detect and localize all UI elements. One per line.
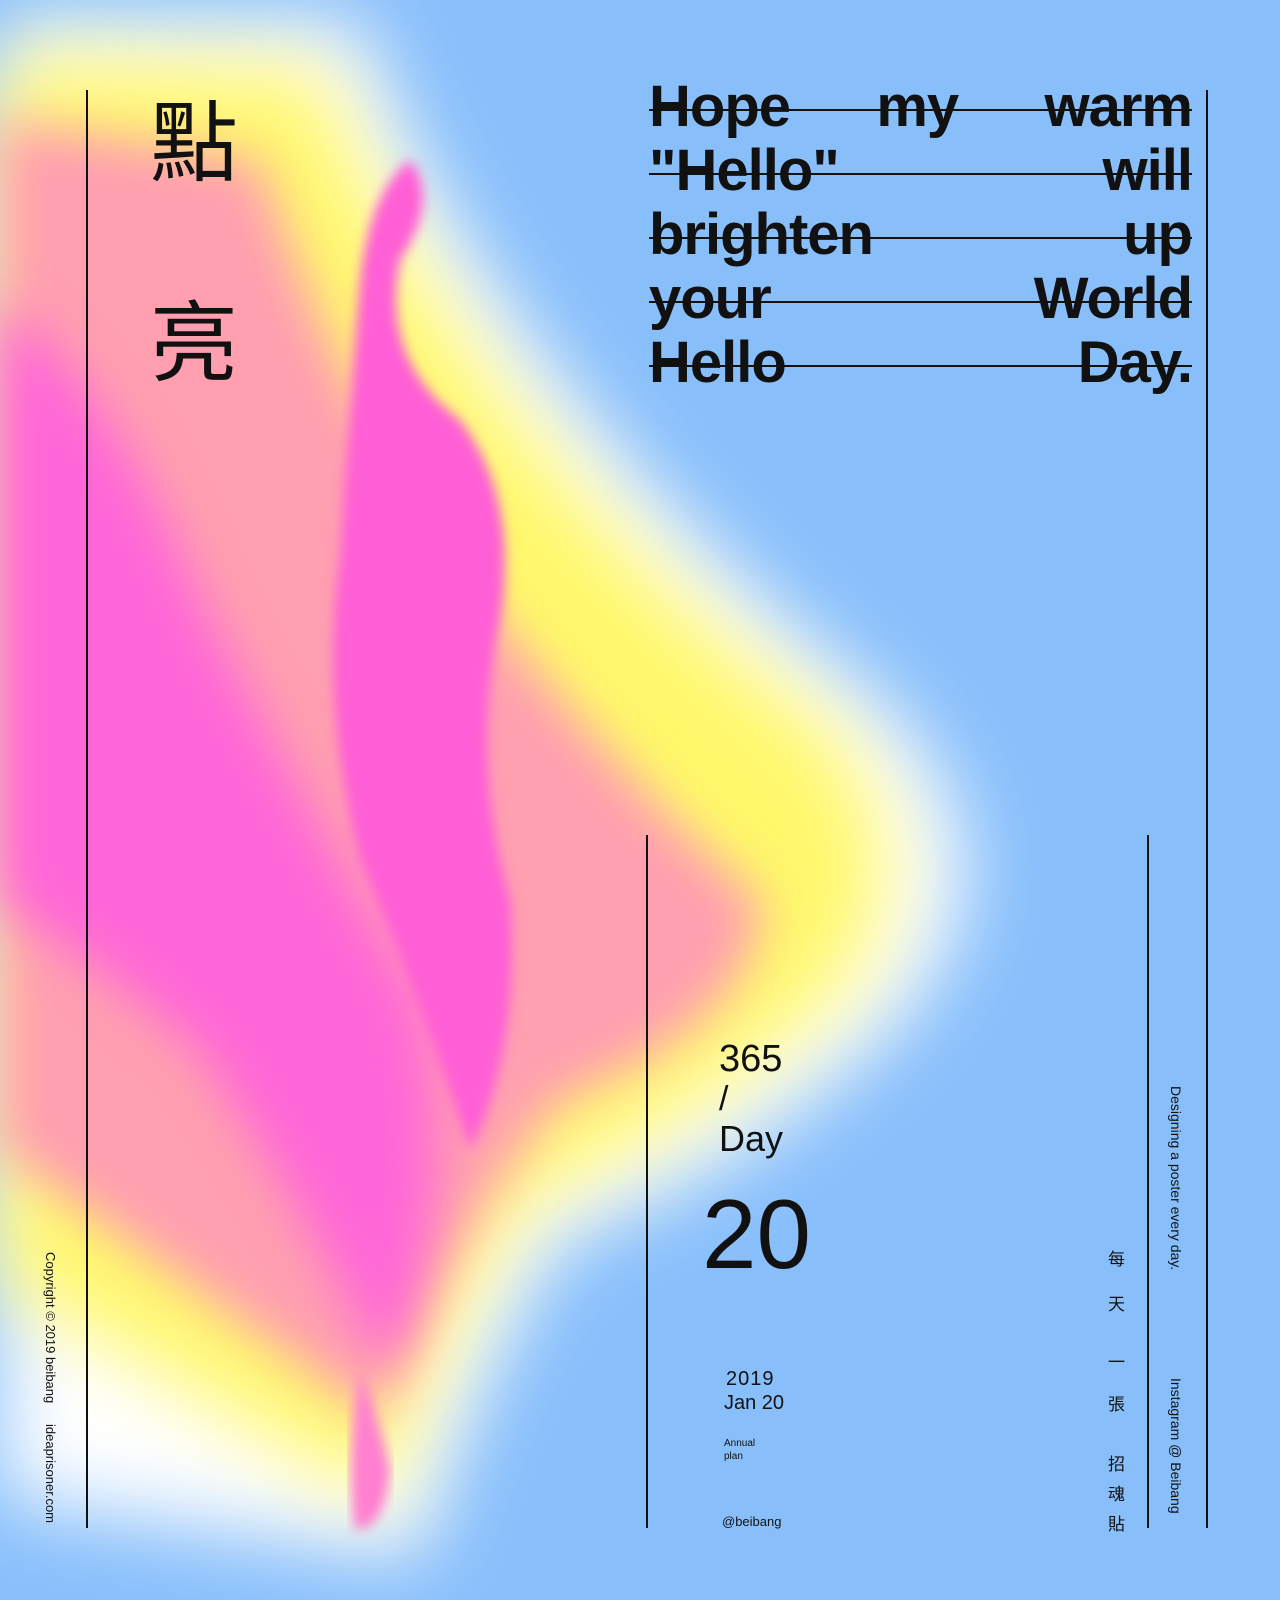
rule-left bbox=[86, 90, 88, 1528]
site: ideaprisoner.com bbox=[43, 1424, 58, 1523]
side-chinese: 張 bbox=[1108, 1395, 1125, 1415]
side-chinese: 一 bbox=[1108, 1353, 1125, 1373]
copyright: Copyright © 2019 beibang bbox=[43, 1252, 58, 1404]
title-char: 亮 bbox=[150, 292, 239, 395]
counter-unit: Day bbox=[719, 1118, 784, 1159]
annual: plan bbox=[724, 1451, 743, 1462]
counter-total: 365 bbox=[719, 1038, 783, 1080]
side-chinese: 每 bbox=[1108, 1250, 1125, 1270]
headline-line: "Hello" will bbox=[649, 138, 1193, 203]
rule-mid-right bbox=[1147, 835, 1149, 1528]
instagram: Instagram @ Beibang bbox=[1168, 1378, 1184, 1514]
handle: @beibang bbox=[722, 1514, 782, 1529]
side-chinese: 貼 bbox=[1108, 1515, 1125, 1535]
rule-right bbox=[1206, 90, 1208, 1528]
annual: Annual bbox=[724, 1438, 756, 1449]
tagline: Designing a poster every day. bbox=[1168, 1086, 1184, 1271]
side-chinese: 招 bbox=[1108, 1455, 1125, 1475]
day-number: 20 bbox=[702, 1179, 812, 1289]
date-year: 2019 bbox=[726, 1368, 775, 1390]
headline-line: your World bbox=[649, 266, 1193, 331]
side-chinese: 魂 bbox=[1108, 1485, 1125, 1505]
counter-slash: / bbox=[719, 1080, 729, 1118]
rule-mid bbox=[646, 835, 648, 1528]
headline-line: Hello Day. bbox=[649, 330, 1193, 395]
side-chinese: 天 bbox=[1108, 1295, 1125, 1315]
title-char: 點 bbox=[150, 92, 239, 195]
headline-line: Hope my warm bbox=[649, 74, 1193, 139]
date-day: Jan 20 bbox=[724, 1392, 785, 1414]
headline-line: brighten up bbox=[649, 202, 1193, 267]
